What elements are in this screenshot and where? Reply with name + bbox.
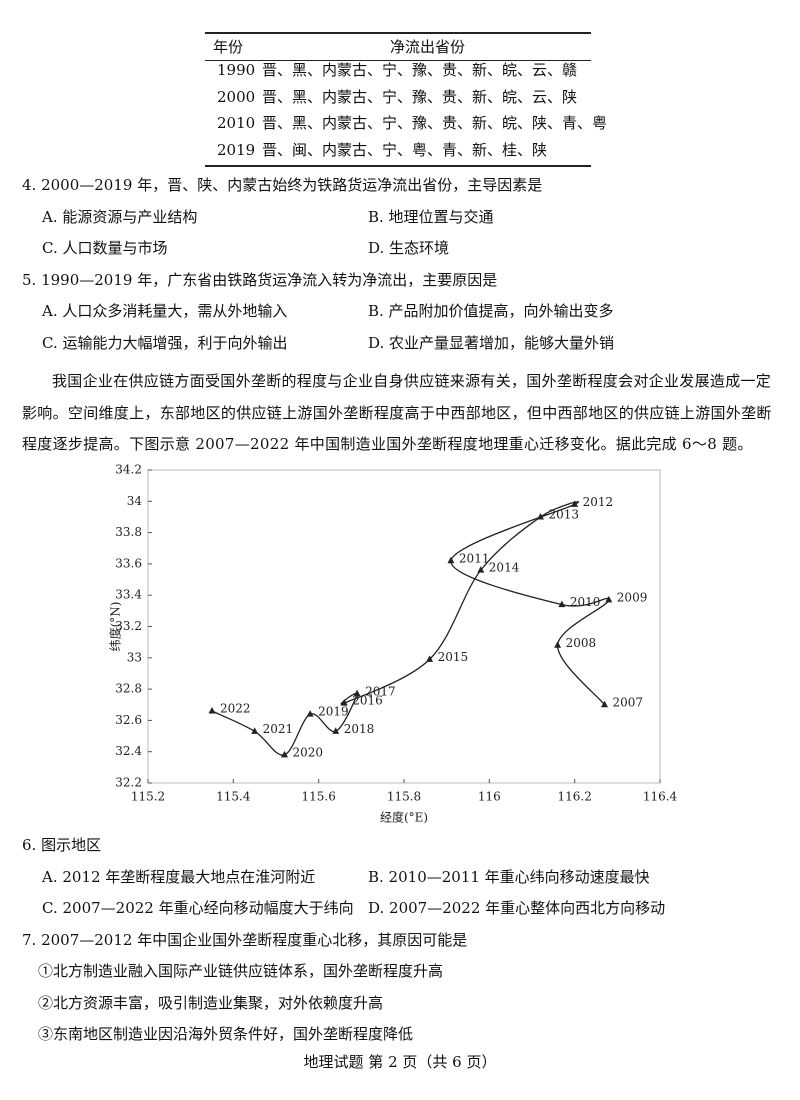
chart: 32.2 32.4 32.6 32.8 33 33.2 33.4 33.6 33.8 34 34.2… bbox=[108, 463, 678, 825]
point-marker bbox=[208, 707, 216, 714]
point-marker bbox=[601, 700, 609, 708]
option: D. 农业产量显著增加，能够大量外销 bbox=[368, 333, 615, 352]
point-marker bbox=[332, 727, 340, 734]
point-label: 2021 bbox=[263, 722, 294, 736]
table-header: 净流出省份 bbox=[390, 38, 466, 56]
point-marker bbox=[605, 595, 613, 603]
point-label: 2016 bbox=[352, 694, 383, 708]
point-marker bbox=[554, 641, 562, 648]
point-marker bbox=[558, 600, 566, 608]
point-label: 2012 bbox=[583, 495, 614, 509]
point-label: 2007 bbox=[613, 695, 644, 709]
point-marker bbox=[353, 689, 361, 697]
question-stem: 7. 2007—2012 年中国企业国外垄断程度重心北移，其原因可能是 bbox=[22, 930, 468, 949]
table-cell: 晋、黑、内蒙古、宁、豫、贵、新、皖、陕、青、粤 bbox=[262, 114, 608, 132]
option: B. 产品附加价值提高，向外输出变多 bbox=[368, 302, 614, 320]
option: D. 2007—2022 年重心整体向西北方向移动 bbox=[368, 899, 666, 917]
y-tick-label: 34 bbox=[127, 494, 143, 508]
option-item: ③东南地区制造业因沿海外贸条件好，国外垄断程度降低 bbox=[38, 1025, 414, 1043]
table-cell: 晋、黑、内蒙古、宁、豫、贵、新、皖、云、赣 bbox=[262, 61, 578, 79]
table-cell: 2010 bbox=[217, 114, 256, 132]
point-label: 2020 bbox=[293, 745, 324, 759]
option: B. 2010—2011 年重心纬向移动速度最快 bbox=[368, 867, 650, 886]
y-tick-label: 32.8 bbox=[115, 682, 142, 696]
option-item: ①北方制造业融入国际产业链供应链体系，国外垄断程度升高 bbox=[38, 962, 444, 980]
plot-frame bbox=[147, 469, 661, 784]
trajectory-line bbox=[211, 501, 610, 756]
point-marker bbox=[571, 500, 579, 507]
x-tick-label: 115.8 bbox=[387, 790, 421, 804]
y-tick-label: 33.6 bbox=[115, 556, 142, 570]
passage: 我国企业在供应链方面受国外垄断的程度与企业自身供应链来源有关，国外垄断程度会对企… bbox=[22, 372, 772, 453]
y-tick-label: 32.6 bbox=[115, 713, 142, 727]
table-rule bbox=[205, 165, 591, 167]
point-label: 2019 bbox=[318, 705, 349, 719]
point-label: 2022 bbox=[220, 702, 251, 716]
x-tick-label: 115.4 bbox=[216, 790, 251, 804]
point-label: 2018 bbox=[344, 722, 375, 736]
question-stem: 5. 1990—2019 年，广东省由铁路货运净流入转为净流出，主要原因是 bbox=[22, 270, 498, 289]
table-cell: 2019 bbox=[217, 140, 256, 159]
x-tick-label: 115.2 bbox=[131, 790, 165, 804]
option: C. 运输能力大幅增强，利于向外输出 bbox=[42, 333, 288, 352]
question-stem: 6. 图示地区 bbox=[22, 836, 102, 854]
option: A. 能源资源与产业结构 bbox=[42, 207, 198, 226]
point-marker bbox=[340, 699, 348, 706]
y-axis-label: 纬度(°N) bbox=[108, 602, 123, 652]
x-tick-label: 115.6 bbox=[301, 790, 335, 804]
point-label: 2015 bbox=[438, 650, 469, 664]
table-cell: 2000 bbox=[217, 87, 256, 106]
y-tick-label: 33.8 bbox=[115, 525, 142, 539]
point-label: 2009 bbox=[617, 590, 648, 604]
table-header: 年份 bbox=[213, 38, 244, 56]
y-tick-label: 34.2 bbox=[115, 463, 142, 477]
point-label: 2014 bbox=[489, 561, 520, 575]
option: C. 人口数量与市场 bbox=[42, 239, 168, 257]
y-tick-label: 32.4 bbox=[115, 744, 142, 758]
option: A. 2012 年垄断程度最大地点在淮河附近 bbox=[42, 867, 316, 886]
table-cell: 晋、黑、内蒙古、宁、豫、贵、新、皖、云、陕 bbox=[262, 87, 578, 106]
option: B. 地理位置与交通 bbox=[368, 207, 494, 226]
point-label: 2013 bbox=[549, 507, 580, 521]
point-marker bbox=[251, 727, 259, 734]
y-tick-label: 33 bbox=[127, 650, 142, 664]
point-marker bbox=[281, 750, 289, 758]
page-footer: 地理试题 第 2 页（共 6 页） bbox=[303, 1053, 497, 1071]
option: D. 生态环境 bbox=[368, 239, 450, 257]
point-label: 2017 bbox=[365, 684, 396, 698]
table-cell: 1990 bbox=[217, 61, 256, 79]
x-tick-label: 116.4 bbox=[643, 790, 678, 804]
question-stem: 4. 2000—2019 年，晋、陕、内蒙古始终为铁路货运净流出省份，主导因素是 bbox=[22, 176, 543, 194]
table-rule bbox=[205, 32, 591, 34]
x-tick-label: 116 bbox=[478, 790, 501, 804]
point-label: 2011 bbox=[459, 551, 490, 565]
table-cell: 晋、闽、内蒙古、宁、粤、青、新、桂、陕 bbox=[262, 140, 548, 159]
x-axis-label: 经度(°E) bbox=[380, 810, 428, 825]
option-item: ②北方资源丰富，吸引制造业集聚，对外依赖度升高 bbox=[38, 993, 384, 1012]
y-tick-label: 32.2 bbox=[115, 776, 142, 790]
table-rule bbox=[205, 60, 591, 61]
point-marker bbox=[306, 710, 314, 717]
point-marker bbox=[447, 556, 455, 564]
option: C. 2007—2022 年重心经向移动幅度大于纬向 bbox=[42, 899, 354, 917]
point-label: 2008 bbox=[566, 636, 597, 650]
point-marker bbox=[477, 566, 485, 573]
y-tick-label: 33.4 bbox=[115, 588, 142, 602]
y-tick-label: 33.2 bbox=[115, 619, 142, 633]
x-tick-label: 116.2 bbox=[557, 790, 591, 804]
point-label: 2010 bbox=[570, 595, 601, 609]
option: A. 人口众多消耗量大，需从外地输入 bbox=[42, 302, 288, 320]
point-marker bbox=[537, 512, 545, 520]
point-marker bbox=[426, 655, 434, 662]
